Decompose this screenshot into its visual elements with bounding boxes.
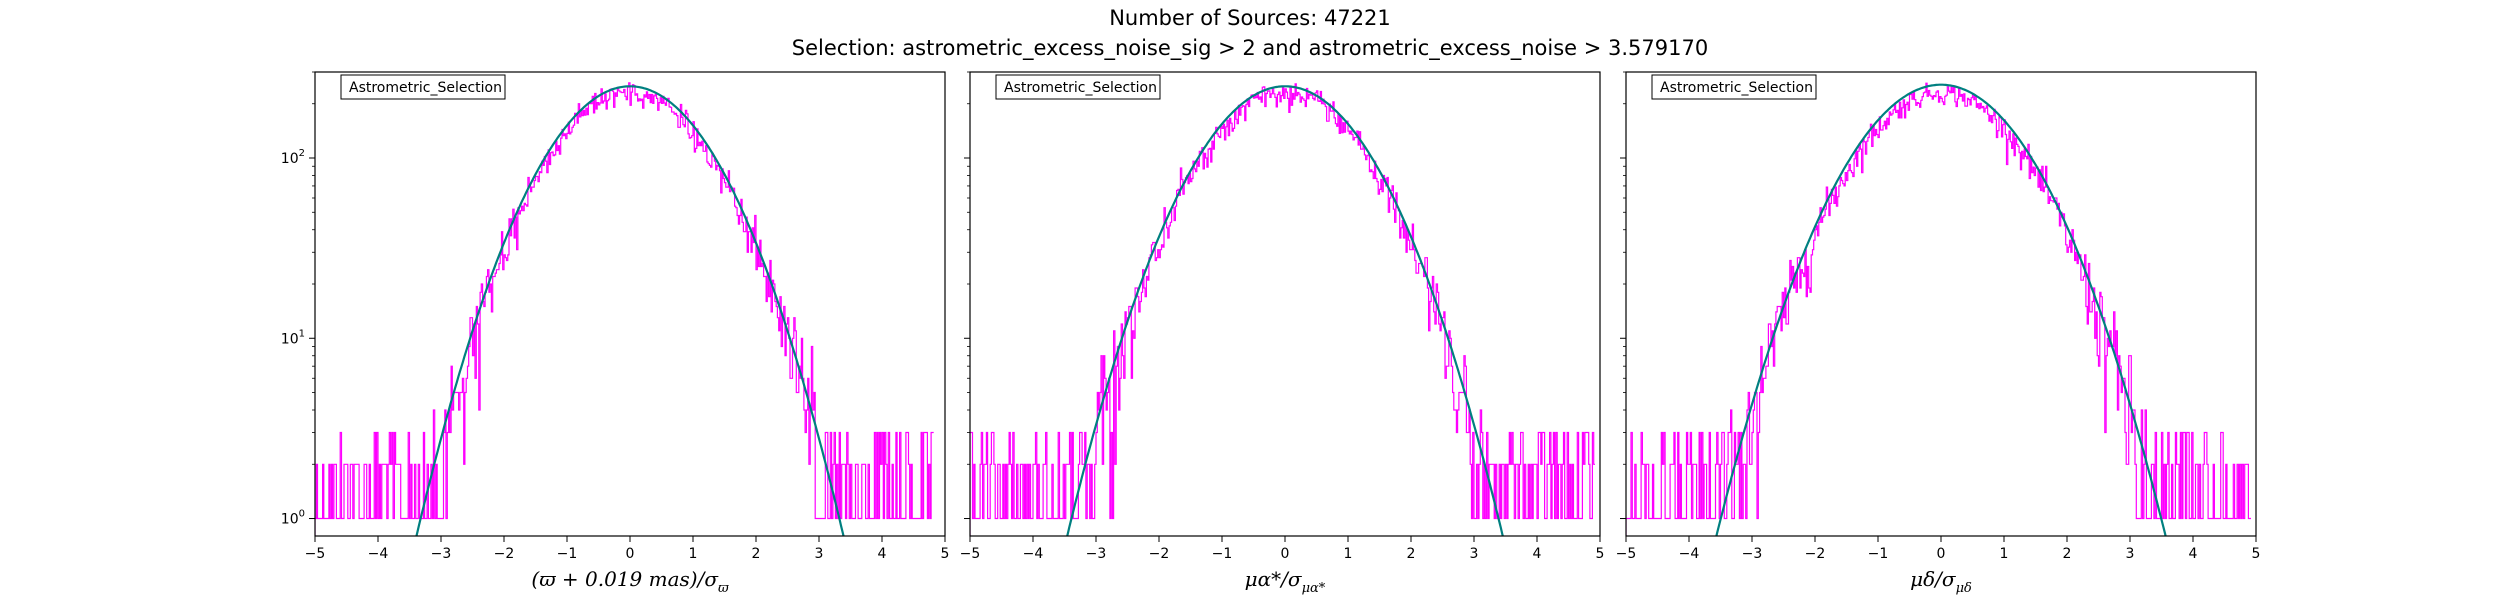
x-axis-label: (ϖ + 0.019 mas)/σϖ — [531, 567, 729, 596]
legend-label: Astrometric_Selection — [349, 80, 502, 96]
histogram-series — [315, 82, 934, 536]
x-tick-label: 2 — [2063, 546, 2072, 562]
x-tick-label: 1 — [1344, 546, 1353, 562]
x-tick-label: −3 — [1742, 546, 1763, 562]
y-tick-label: 102 — [281, 148, 305, 167]
x-tick-label: −2 — [1805, 546, 1826, 562]
x-tick-label: 1 — [2000, 546, 2009, 562]
x-tick-label: −1 — [557, 546, 578, 562]
x-tick-label: 4 — [1533, 546, 1542, 562]
legend-label: Astrometric_Selection — [1660, 80, 1813, 96]
legend-box — [995, 74, 1161, 100]
histogram-series — [1626, 82, 2251, 536]
x-tick-label: 4 — [878, 546, 887, 562]
x-tick-label: 3 — [815, 546, 824, 562]
x-tick-label: −5 — [305, 546, 326, 562]
legend-label: Astrometric_Selection — [1004, 80, 1157, 96]
x-tick-label: −2 — [1149, 546, 1170, 562]
model-curve-series — [415, 85, 845, 536]
x-tick-label: 0 — [626, 546, 635, 562]
x-tick-label: −5 — [960, 546, 981, 562]
y-tick-label: 100 — [281, 509, 305, 528]
figure-subtitle: Selection: astrometric_excess_noise_sig … — [791, 36, 1709, 60]
x-tick-label: −1 — [1868, 546, 1889, 562]
y-tick-label: 101 — [281, 328, 305, 347]
x-tick-label: −5 — [1616, 546, 1637, 562]
model-curve-series — [1715, 83, 2167, 536]
x-tick-label: −1 — [1212, 546, 1233, 562]
x-tick-label: 1 — [689, 546, 698, 562]
x-tick-label: −2 — [494, 546, 515, 562]
x-tick-label: 3 — [2126, 546, 2135, 562]
x-tick-label: −4 — [1023, 546, 1044, 562]
histogram-series — [970, 83, 1595, 536]
x-tick-label: −3 — [431, 546, 452, 562]
subplot-pmdec: −5 −4 −3 −2 −1 0 1 2 3 4 5 Astrometric_Selection μδ/… — [1616, 71, 2261, 596]
x-axis-label: μδ/σμδ — [1910, 567, 1972, 596]
x-tick-label: −4 — [1679, 546, 1700, 562]
x-tick-label: 4 — [2189, 546, 2198, 562]
x-tick-label: −4 — [368, 546, 389, 562]
x-tick-label: −3 — [1086, 546, 1107, 562]
model-curve-series — [1066, 85, 1504, 536]
x-tick-label: 0 — [1281, 546, 1290, 562]
x-tick-label: 5 — [1596, 546, 1605, 562]
x-tick-label: 0 — [1937, 546, 1946, 562]
x-tick-label: 3 — [1470, 546, 1479, 562]
legend-box — [340, 74, 506, 100]
x-tick-label: 5 — [941, 546, 950, 562]
x-tick-label: 2 — [752, 546, 761, 562]
figure-title: Number of Sources: 47221 — [1109, 6, 1391, 30]
x-axis-label: μα*/σμα* — [1245, 567, 1326, 596]
subplot-pmra: −5 −4 −3 −2 −1 0 1 2 3 4 5 Astrometric_Selection μα*… — [960, 71, 1605, 596]
legend-box — [1651, 74, 1817, 100]
subplot-parallax: −5 −4 −3 −2 −1 0 1 2 3 4 5 100 101 102 Astrometric_Sel… — [281, 71, 950, 596]
x-tick-label: 2 — [1407, 546, 1416, 562]
x-tick-label: 5 — [2252, 546, 2261, 562]
